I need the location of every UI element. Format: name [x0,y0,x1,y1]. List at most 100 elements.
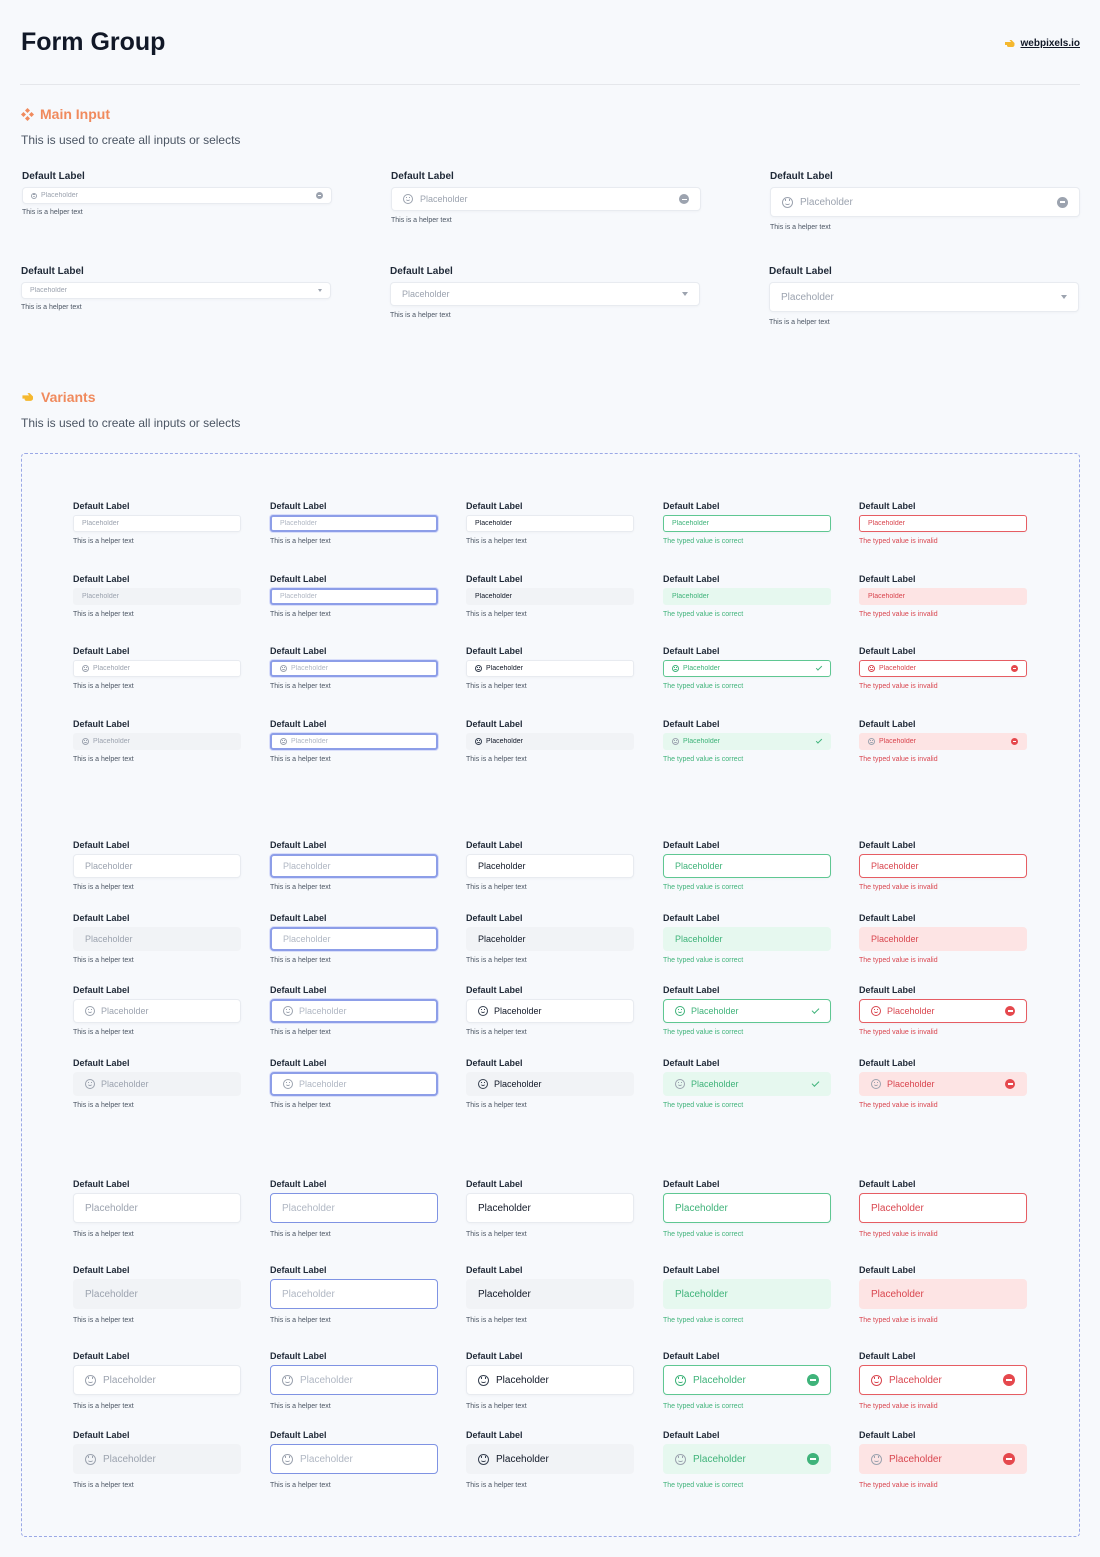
variant-input-focus[interactable]: Placeholder [270,854,438,878]
variant-input-error[interactable]: Placeholder [859,927,1027,951]
variant-input-typed[interactable]: Placeholder [466,733,634,750]
variant-input-error[interactable]: Placeholder [859,1072,1027,1096]
variant-input-success[interactable]: Placeholder [663,660,831,677]
variant-input-focus[interactable]: Placeholder [270,588,438,605]
smiley-icon [280,738,287,745]
variant-input-success[interactable]: Placeholder [663,733,831,750]
variant-input-success[interactable]: Placeholder [663,588,831,605]
clear-icon[interactable] [1057,196,1068,208]
variant-input-success[interactable]: Placeholder [663,854,831,878]
variant-input-focus[interactable]: Placeholder [270,927,438,951]
variant-input-error[interactable]: Placeholder [859,999,1027,1023]
variant-input-typed[interactable]: Placeholder [466,588,634,605]
variant-field-default: Default Label Placeholder This is a helper… [73,985,241,1036]
variant-input-focus[interactable]: Placeholder [270,1365,438,1395]
variant-input-error[interactable]: Placeholder [859,588,1027,605]
variant-input-default[interactable]: Placeholder [73,927,241,951]
field-label: Default Label [270,719,327,729]
webpixels-link[interactable]: webpixels.io [1020,38,1080,49]
input-placeholder: Placeholder [887,1006,935,1016]
variant-input-default[interactable]: Placeholder [73,1444,241,1474]
variant-field-focus: Default Label Placeholder This is a helper… [270,1265,438,1324]
variant-input-typed[interactable]: Placeholder [466,927,634,951]
helper-text: This is a helper text [466,884,527,891]
field-label: Default Label [859,574,916,584]
variant-input-success[interactable]: Placeholder [663,999,831,1023]
field-label: Default Label [466,501,523,511]
variant-field-typed: Default Label Placeholder This is a helper… [466,1430,634,1489]
page-title: Form Group [21,28,166,56]
variant-input-success[interactable]: Placeholder [663,1365,831,1395]
clear-icon[interactable] [679,194,689,204]
input-placeholder: Placeholder [675,1202,728,1214]
variant-input-focus[interactable]: Placeholder [270,515,438,532]
variant-input-focus[interactable]: Placeholder [270,1444,438,1474]
field-label: Default Label [770,171,833,182]
variant-input-focus[interactable]: Placeholder [270,1072,438,1096]
variant-input-default[interactable]: Placeholder [73,1279,241,1309]
variant-field-default: Default Label Placeholder This is a helper… [73,1430,241,1489]
select-input[interactable]: Placeholder [769,282,1079,312]
variant-input-success[interactable]: Placeholder [663,1444,831,1474]
variant-input-typed[interactable]: Placeholder [466,515,634,532]
variant-input-error[interactable]: Placeholder [859,1444,1027,1474]
variant-input-typed[interactable]: Placeholder [466,1193,634,1223]
variant-input-error[interactable]: Placeholder [859,1365,1027,1395]
variant-input-success[interactable]: Placeholder [663,927,831,951]
field-label: Default Label [73,1179,130,1189]
variant-input-default[interactable]: Placeholder [73,1193,241,1223]
variant-input-typed[interactable]: Placeholder [466,1279,634,1309]
variant-input-typed[interactable]: Placeholder [466,999,634,1023]
variant-input-default[interactable]: Placeholder [73,588,241,605]
variant-input-error[interactable]: Placeholder [859,854,1027,878]
select-input[interactable]: Placeholder [390,282,700,306]
variant-input-typed[interactable]: Placeholder [466,854,634,878]
variant-input-focus[interactable]: Placeholder [270,733,438,750]
clear-icon[interactable] [316,192,323,199]
variant-input-focus[interactable]: Placeholder [270,1279,438,1309]
field-label: Default Label [73,1058,130,1068]
variant-input-error[interactable]: Placeholder [859,1193,1027,1223]
variant-input-focus[interactable]: Placeholder [270,660,438,677]
variant-input-default[interactable]: Placeholder [73,854,241,878]
helper-text: This is a helper text [466,1029,527,1036]
variant-input-typed[interactable]: Placeholder [466,660,634,677]
field-label: Default Label [73,1351,130,1361]
variant-input-default[interactable]: Placeholder [73,733,241,750]
input-placeholder: Placeholder [879,738,916,745]
field-label: Default Label [466,719,523,729]
variant-input-success[interactable]: Placeholder [663,1193,831,1223]
text-input[interactable]: Placeholder [391,187,701,211]
variant-field-default: Default Label Placeholder This is a helper… [73,501,241,545]
text-input[interactable]: Placeholder [770,187,1080,217]
variant-input-error[interactable]: Placeholder [859,733,1027,750]
variant-input-success[interactable]: Placeholder [663,1072,831,1096]
variant-input-typed[interactable]: Placeholder [466,1365,634,1395]
variant-input-error[interactable]: Placeholder [859,1279,1027,1309]
helper-text: This is a helper text [270,1317,331,1324]
field-label: Default Label [270,1265,327,1275]
field-label: Default Label [859,1058,916,1068]
variant-field-typed: Default Label Placeholder This is a helper… [466,840,634,891]
smiley-icon [283,1079,293,1089]
variant-input-success[interactable]: Placeholder [663,1279,831,1309]
variant-input-typed[interactable]: Placeholder [466,1072,634,1096]
variant-input-default[interactable]: Placeholder [73,515,241,532]
variants-description: This is used to create all inputs or sel… [21,416,241,430]
variant-input-typed[interactable]: Placeholder [466,1444,634,1474]
variant-input-default[interactable]: Placeholder [73,1072,241,1096]
smiley-icon [282,1374,293,1386]
variant-input-error[interactable]: Placeholder [859,515,1027,532]
select-input[interactable]: Placeholder [21,282,331,299]
variant-input-default[interactable]: Placeholder [73,1365,241,1395]
variant-input-default[interactable]: Placeholder [73,999,241,1023]
variant-field-default: Default Label Placeholder This is a helper… [73,1179,241,1238]
variant-input-focus[interactable]: Placeholder [270,999,438,1023]
text-input[interactable]: Placeholder [22,187,332,204]
helper-text: This is a helper text [73,1403,134,1410]
variant-input-default[interactable]: Placeholder [73,660,241,677]
variant-input-focus[interactable]: Placeholder [270,1193,438,1223]
input-placeholder: Placeholder [82,520,119,527]
variant-input-error[interactable]: Placeholder [859,660,1027,677]
variant-input-success[interactable]: Placeholder [663,515,831,532]
